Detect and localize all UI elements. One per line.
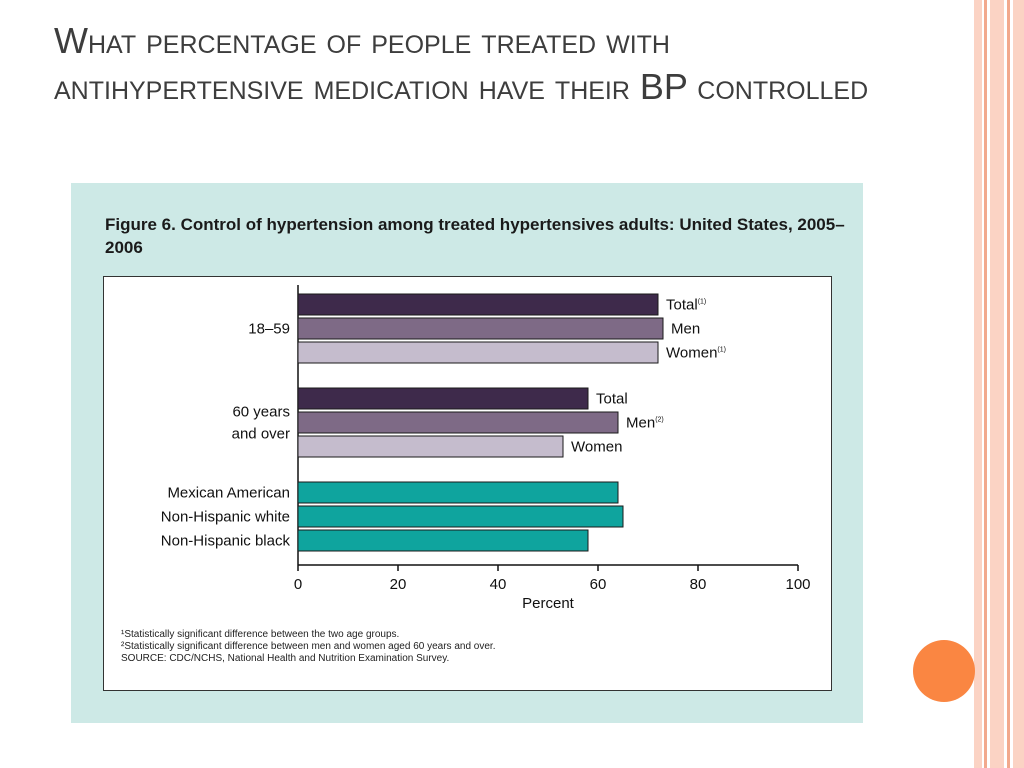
x-tick-label: 0	[294, 576, 302, 593]
bar	[297, 317, 664, 340]
bar-chart: 0 20 40 60 80 100PercentTotal(1)MenWomen(1)18…	[161, 285, 811, 612]
bar	[297, 529, 589, 552]
group-label: 60 years	[232, 404, 290, 421]
bar	[297, 481, 619, 504]
group-label: and over	[232, 426, 290, 443]
plot-box: 0 20 40 60 80 100 Percent Total(1) Men Women(1) 18…	[103, 276, 832, 691]
bar-label-superscript: (1)	[698, 299, 707, 306]
bar	[297, 435, 564, 458]
x-tick-label: 100	[785, 576, 810, 593]
footnote-source: SOURCE: CDC/NCHS, National Health and Nu…	[121, 653, 450, 664]
decorative-stripes	[974, 0, 1024, 768]
stripe	[974, 0, 982, 768]
bar	[297, 293, 659, 316]
footnote-1: ¹Statistically significant difference be…	[121, 629, 400, 640]
x-tick-label: 20	[390, 576, 407, 593]
stripe	[990, 0, 1004, 768]
x-tick-label: 40	[490, 576, 507, 593]
x-tick-label: 80	[690, 576, 707, 593]
figure-caption: Figure 6. Control of hypertension among …	[105, 215, 845, 257]
bar-category-label: Non-Hispanic white	[161, 509, 290, 526]
x-tick-label: 60	[590, 576, 607, 593]
x-axis-title: Percent	[522, 595, 575, 612]
bar-label: Men	[671, 321, 700, 338]
orange-circle-decoration	[913, 640, 975, 702]
stripe	[1007, 0, 1010, 768]
figure-panel: Figure 6. Control of hypertension among …	[71, 183, 863, 723]
stripe	[984, 0, 987, 768]
bar	[297, 387, 589, 410]
footnotes: ¹Statistically significant difference be…	[121, 629, 821, 665]
bar	[297, 341, 659, 364]
bar-label: Men(2)	[626, 415, 664, 432]
group-label: 18–59	[248, 321, 290, 338]
bar-category-label: Mexican American	[167, 485, 290, 502]
bar-label: Women	[571, 439, 622, 456]
bar-label-superscript: (1)	[717, 347, 726, 354]
slide-title: What percentage of people treated with a…	[54, 20, 869, 107]
bar-label-superscript: (2)	[655, 417, 664, 424]
bar-label: Women(1)	[666, 345, 726, 362]
bar-label: Total(1)	[666, 297, 706, 314]
footnote-2: ²Statistically significant difference be…	[121, 641, 496, 652]
stripe	[1013, 0, 1024, 768]
bar-label: Total	[596, 391, 628, 408]
bar-category-label: Non-Hispanic black	[161, 533, 291, 550]
bar	[297, 505, 624, 528]
bar	[297, 411, 619, 434]
